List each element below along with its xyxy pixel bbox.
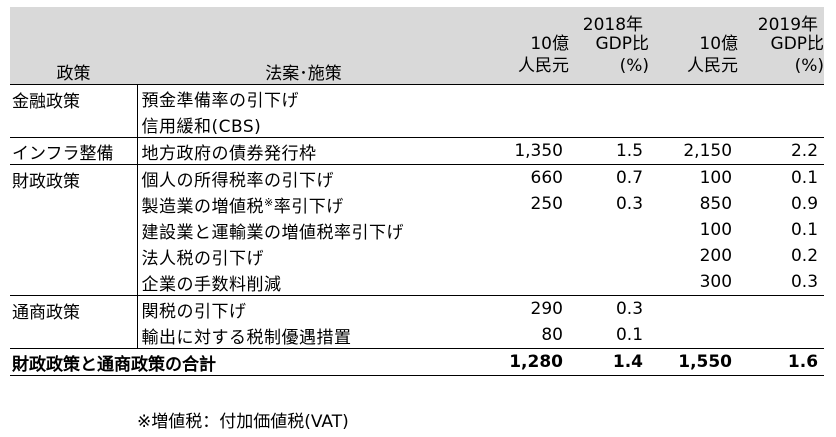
value-2019: 300 (699, 272, 733, 292)
pct-2018 (569, 243, 649, 269)
header-2019-value-unit-2: 人民元 (649, 57, 739, 85)
pct-2018 (569, 217, 649, 243)
policy-cell: 通商政策 (10, 295, 138, 349)
pct-2018: 0.3 (615, 194, 644, 214)
header-year-2018: 2018年 (582, 15, 644, 35)
pct-2018 (569, 269, 649, 296)
table-row: 企業の手数料削減 300 0.3 (10, 269, 824, 296)
header-measure: 法案･施策 (265, 64, 342, 84)
policy-measures-table: 政策 法案･施策 2018年 2019年 10億 GDP比 10億 GDP比 人… (10, 7, 825, 376)
measure-cell: 信用緩和(CBS) (141, 116, 262, 137)
pct-2018: 0.7 (569, 164, 650, 191)
pct-2019: 0.9 (790, 194, 819, 214)
pct-2019 (738, 322, 824, 349)
total-label: 財政政策と通商政策の合計 (10, 348, 470, 376)
total-row: 財政政策と通商政策の合計 1,280 1.4 1,550 1.6 (10, 348, 825, 376)
value-2018: 1,350 (470, 137, 569, 165)
total-pct-2018: 1.4 (569, 348, 650, 376)
measure-text-tail: 率引下げ (273, 196, 344, 217)
pct-2019: 0.3 (790, 272, 819, 292)
table-header: 政策 法案･施策 2018年 2019年 10億 GDP比 10億 GDP比 人… (10, 7, 825, 85)
value-2019 (649, 111, 738, 138)
pct-2019 (738, 111, 824, 138)
pct-2019 (738, 295, 825, 322)
value-2018: 660 (470, 164, 569, 191)
measure-cell: 建設業と運輸業の増値税率引下げ (141, 222, 404, 243)
measure-cell: 企業の手数料削減 (141, 274, 282, 295)
policy-cell: 財政政策 (10, 164, 138, 296)
value-2018 (470, 111, 569, 138)
pct-2018 (569, 84, 650, 111)
table-row: 通商政策 関税の引下げ 290 0.3 (10, 295, 825, 349)
pct-2018: 0.1 (615, 325, 644, 345)
value-2019: 200 (699, 246, 733, 266)
footnote-marker: ※ (264, 195, 274, 209)
header-policy: 政策 (56, 64, 91, 84)
value-2019: 100 (699, 220, 733, 240)
table-row: 金融政策 預金準備率の引下げ (10, 84, 825, 138)
header-2018-value-unit-2: 人民元 (470, 57, 569, 85)
measure-cell: 製造業の増値税※率引下げ (137, 191, 470, 217)
value-2018 (470, 243, 569, 269)
pct-2018: 1.5 (569, 137, 650, 165)
total-pct-2019: 1.6 (738, 348, 825, 376)
pct-2018 (569, 111, 649, 138)
value-2018: 80 (541, 325, 563, 345)
table-row: 財政政策 個人の所得税率の引下げ 660 0.7 100 0.1 (10, 164, 825, 296)
header-2019-pct-unit-2: (%) (738, 57, 825, 85)
table-body: 金融政策 預金準備率の引下げ 信用緩和(CBS) インフラ整備 地方政府の債券発… (10, 84, 825, 376)
measure-cell: 地方政府の債券発行枠 (137, 137, 470, 165)
table-row: インフラ整備 地方政府の債券発行枠 1,350 1.5 2,150 2.2 (10, 137, 825, 165)
measure-cell: 関税の引下げ (137, 295, 470, 322)
pct-2018: 0.3 (569, 295, 650, 322)
measure-cell: 輸出に対する税制優遇措置 (141, 327, 352, 348)
value-2018 (470, 217, 569, 243)
value-2018: 290 (470, 295, 569, 322)
pct-2019: 0.1 (790, 220, 819, 240)
value-2019: 2,150 (649, 137, 739, 165)
table-row: 建設業と運輸業の増値税率引下げ 100 0.1 (10, 217, 824, 243)
pct-2019 (738, 84, 825, 111)
pct-2019: 2.2 (738, 137, 825, 165)
pct-2019: 0.2 (790, 246, 819, 266)
value-2019: 850 (699, 194, 733, 214)
total-value-2019: 1,550 (649, 348, 739, 376)
measure-text: 製造業の増値税 (141, 196, 264, 217)
value-2018 (470, 84, 569, 111)
value-2019: 100 (649, 164, 739, 191)
measure-cell: 法人税の引下げ (141, 248, 264, 269)
header-year-2019: 2019年 (757, 15, 819, 35)
policy-cell: 金融政策 (10, 84, 138, 138)
header-2019-value-unit-1: 10億 (699, 34, 739, 54)
header-2018-value-unit-1: 10億 (530, 34, 569, 54)
value-2019 (649, 84, 739, 111)
total-value-2018: 1,280 (470, 348, 569, 376)
value-2018 (470, 269, 569, 296)
table-row: 信用緩和(CBS) (10, 111, 824, 138)
measure-cell: 預金準備率の引下げ (137, 84, 470, 111)
table-row: 製造業の増値税※率引下げ 250 0.3 850 0.9 (10, 191, 824, 217)
header-2018-pct-unit-2: (%) (569, 57, 650, 85)
policy-cell: インフラ整備 (10, 137, 138, 165)
value-2019 (649, 295, 739, 322)
measure-cell: 個人の所得税率の引下げ (137, 164, 470, 191)
header-2018-pct-unit-1: GDP比 (595, 34, 650, 54)
value-2018: 250 (530, 194, 563, 214)
value-2019 (649, 322, 738, 349)
table-row: 法人税の引下げ 200 0.2 (10, 243, 824, 269)
pct-2019: 0.1 (738, 164, 825, 191)
footnote: ※増値税：付加価値税(VAT) (137, 412, 349, 432)
header-2019-pct-unit-1: GDP比 (770, 34, 825, 54)
table-row: 輸出に対する税制優遇措置 80 0.1 (10, 322, 824, 349)
